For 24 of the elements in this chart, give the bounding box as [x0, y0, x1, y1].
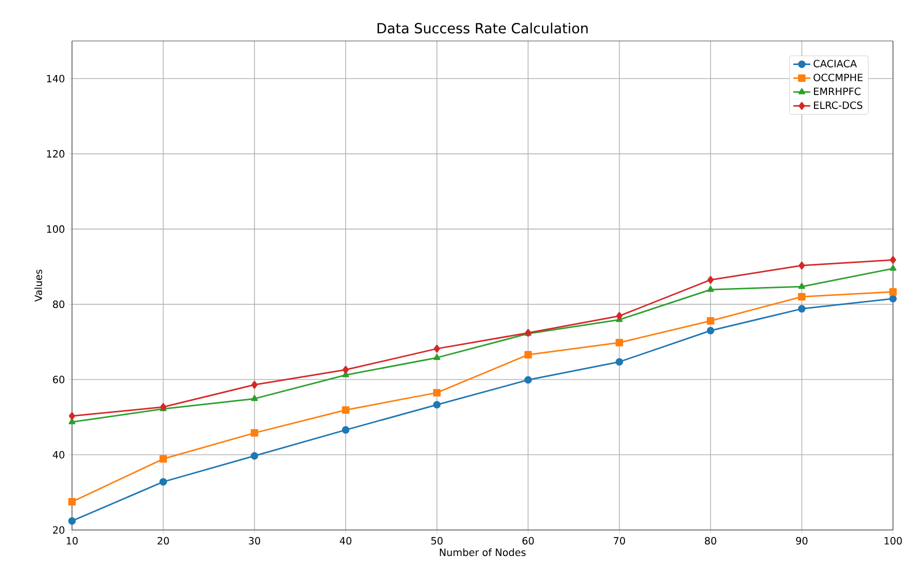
y-tick-label: 140: [47, 74, 64, 82]
x-tick-label: 100: [884, 536, 902, 545]
y-tick-label: 40: [52, 450, 64, 459]
legend-label: EMRHPFC: [814, 88, 861, 96]
x-tick-label: 20: [158, 536, 169, 545]
y-tick-label: 60: [53, 376, 64, 384]
x-tick-label: 50: [431, 536, 443, 545]
x-tick-label: 30: [248, 536, 260, 545]
y-tick-label: 100: [47, 225, 64, 233]
y-tick-label: 80: [52, 300, 64, 308]
x-tick-label: 70: [614, 536, 626, 545]
x-tick-label: 60: [522, 536, 534, 545]
x-axis-title: Number of Nodes: [440, 548, 526, 556]
x-tick-label: 10: [66, 536, 78, 545]
y-tick-label: 120: [47, 150, 64, 158]
y-axis-title: Values: [34, 270, 42, 302]
x-tick-label: 40: [340, 536, 352, 545]
y-tick-label: 20: [53, 526, 64, 534]
legend-label: ELRC-DCS: [814, 101, 862, 109]
legend-label: OCCMPHE: [814, 74, 863, 82]
x-tick-label: 90: [796, 536, 808, 545]
legend-label: CACIACA: [814, 60, 857, 68]
x-tick-label: 80: [704, 536, 716, 545]
chart-title: Data Success Rate Calculation: [378, 22, 588, 34]
